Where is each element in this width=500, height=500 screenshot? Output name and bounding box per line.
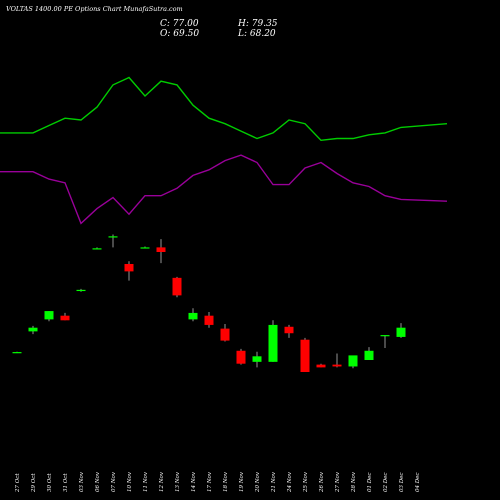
close-label: C:	[160, 19, 170, 29]
x-tick-label: 20 Nov	[255, 471, 261, 493]
bull-candle	[140, 247, 150, 249]
bull-candle	[108, 236, 118, 238]
high-readout: H: 79.35	[238, 19, 278, 29]
bull-candle	[380, 335, 390, 337]
bull-candle	[252, 356, 262, 362]
x-tick-label: 27 Nov	[335, 471, 341, 493]
bull-candle	[12, 352, 22, 354]
open-value: 69.50	[173, 29, 200, 39]
x-tick-label: 24 Nov	[287, 471, 293, 493]
bear-candle	[172, 277, 182, 296]
indicator-line-2	[0, 154, 448, 225]
x-tick-label: 03 Nov	[79, 471, 85, 492]
bear-candle	[332, 364, 342, 367]
bull-candle	[396, 327, 406, 337]
x-tick-label: 13 Nov	[175, 471, 181, 492]
bear-candle	[300, 339, 310, 372]
bear-candle	[220, 328, 230, 341]
x-tick-label: 10 Nov	[127, 471, 133, 492]
close-readout: C: 77.00	[160, 19, 199, 29]
bear-candle	[284, 326, 294, 334]
x-tick-label: 26 Nov	[319, 471, 325, 493]
x-tick-label: 11 Nov	[143, 471, 149, 492]
x-tick-label: 19 Nov	[239, 471, 245, 492]
x-tick-label: 18 Nov	[223, 471, 229, 492]
bear-candle	[124, 264, 134, 272]
x-tick-label: 21 Nov	[271, 471, 277, 493]
chart-title: VOLTAS 1400.00 PE Options Chart MunafaSu…	[6, 5, 183, 13]
x-tick-label: 17 Nov	[207, 471, 213, 492]
high-value: 79.35	[251, 19, 278, 29]
bull-candle	[268, 324, 278, 362]
x-tick-label: 28 Nov	[351, 471, 357, 493]
bull-candle	[28, 327, 38, 332]
indicator-line-1	[0, 76, 448, 142]
high-label: H:	[238, 19, 249, 29]
x-tick-label: 07 Nov	[111, 471, 117, 492]
open-readout: O: 69.50	[160, 29, 199, 39]
x-tick-label: 31 Oct	[63, 473, 69, 492]
bull-candle	[364, 350, 374, 360]
x-tick-label: 25 Nov	[303, 471, 309, 493]
x-tick-label: 27 Oct	[15, 473, 21, 493]
bull-candle	[188, 312, 198, 320]
open-label: O:	[160, 29, 171, 39]
bear-candle	[60, 315, 70, 321]
bear-candle	[204, 315, 214, 325]
bear-candle	[316, 364, 326, 368]
x-tick-label: 29 Oct	[31, 473, 37, 493]
x-tick-label: 14 Nov	[191, 471, 197, 492]
x-tick-label: 12 Nov	[159, 471, 165, 492]
low-value: 68.20	[249, 29, 276, 39]
bull-candle	[44, 311, 54, 320]
x-tick-label: 01 Dec	[367, 473, 373, 493]
bear-candle	[236, 350, 246, 364]
bull-candle	[76, 289, 86, 292]
x-tick-label: 06 Nov	[95, 471, 101, 492]
x-tick-label: 04 Dec	[415, 473, 421, 493]
low-readout: L: 68.20	[238, 29, 276, 39]
bull-candle	[348, 355, 358, 367]
x-tick-label: 02 Dec	[383, 473, 389, 493]
close-value: 77.00	[172, 19, 199, 29]
low-label: L:	[238, 29, 248, 39]
x-tick-label: 03 Dec	[399, 473, 405, 493]
x-tick-label: 30 Oct	[47, 473, 53, 492]
bull-candle	[92, 248, 102, 250]
bear-candle	[156, 247, 166, 252]
